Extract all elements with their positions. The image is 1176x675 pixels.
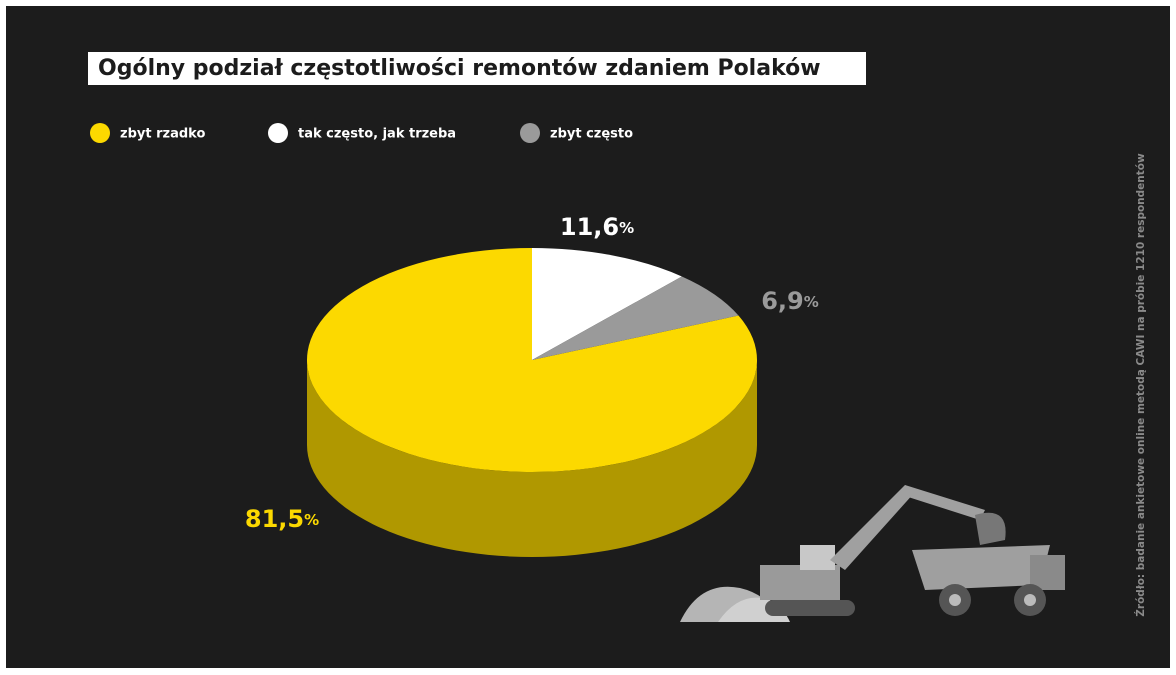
legend-swatch [268, 123, 288, 143]
legend-swatch [520, 123, 540, 143]
legend-label: zbyt rzadko [120, 127, 205, 142]
data-label: 11,6% [560, 213, 634, 241]
legend-swatch [90, 123, 110, 143]
title-box [88, 52, 866, 85]
legend-label: zbyt często [550, 127, 633, 142]
slice-side [307, 360, 757, 557]
data-label: 81,5% [245, 505, 319, 533]
source-note: Źródło: badanie ankietowe online metodą … [1134, 153, 1147, 617]
data-label: 6,9% [761, 287, 819, 315]
slice [532, 276, 739, 360]
legend-label: tak często, jak trzeba [298, 127, 456, 142]
chart-title: Ogólny podział częstotliwości remontów z… [98, 56, 821, 81]
illustration [680, 485, 1065, 622]
slice [532, 248, 682, 360]
